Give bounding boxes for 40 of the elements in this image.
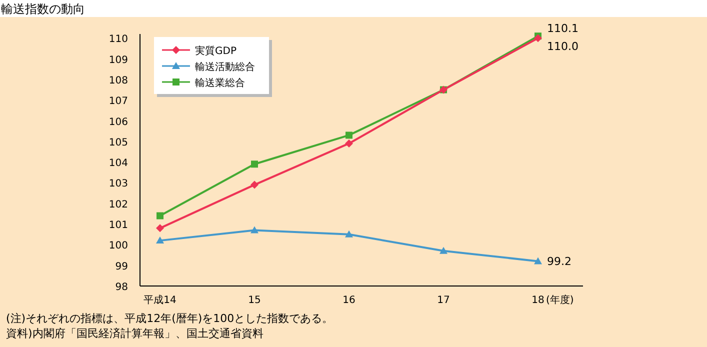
point (156, 212, 164, 220)
x-tick-label: 16 (342, 295, 356, 306)
point (345, 230, 353, 238)
annotation: 資料)内閣府「国民経済計算年報」、国土交通省資料 (6, 327, 264, 340)
x-tick-label: 18 (532, 295, 544, 306)
point (250, 226, 258, 234)
title: 輸送指数の動向 (1, 2, 85, 16)
point (440, 246, 448, 254)
data-label: 110.1 (547, 22, 578, 36)
data-label: 99.2 (547, 255, 572, 268)
y-tick-label: 103 (108, 178, 128, 190)
y-tick-label: 101 (108, 220, 128, 232)
point (156, 224, 164, 232)
y-tick-label: 106 (108, 116, 128, 128)
legend-label: 輸送活動総合 (195, 61, 255, 73)
point (156, 236, 164, 244)
legend-label: 輸送業総合 (195, 77, 245, 89)
x-tick-label: 平成14 (144, 294, 176, 306)
x-tick-label: 17 (437, 295, 450, 306)
legend-label: 実質GDP (195, 45, 236, 57)
point (251, 160, 258, 168)
y-tick-label: 108 (108, 75, 128, 86)
point (534, 34, 542, 42)
y-tick-label: 102 (108, 199, 128, 210)
y-tick-label: 104 (108, 158, 128, 170)
point (346, 132, 352, 139)
xlabel: (年度) (546, 295, 574, 306)
annotation: (注)それぞれの指標は、平成12年(暦年)を100とした指数である。 (6, 312, 334, 325)
point (534, 257, 542, 264)
y-tick-label: 110 (108, 34, 128, 46)
data-label: 110.0 (547, 40, 578, 54)
y-tick-label: 100 (108, 240, 128, 252)
x-tick-label: 15 (248, 295, 261, 306)
point (250, 180, 258, 189)
y-tick-label: 99 (115, 261, 128, 272)
y-tick-label: 105 (108, 137, 128, 148)
y-tick-label: 98 (115, 282, 128, 293)
point (345, 139, 353, 148)
y-tick-label: 109 (108, 54, 128, 66)
y-tick-label: 107 (108, 96, 128, 108)
